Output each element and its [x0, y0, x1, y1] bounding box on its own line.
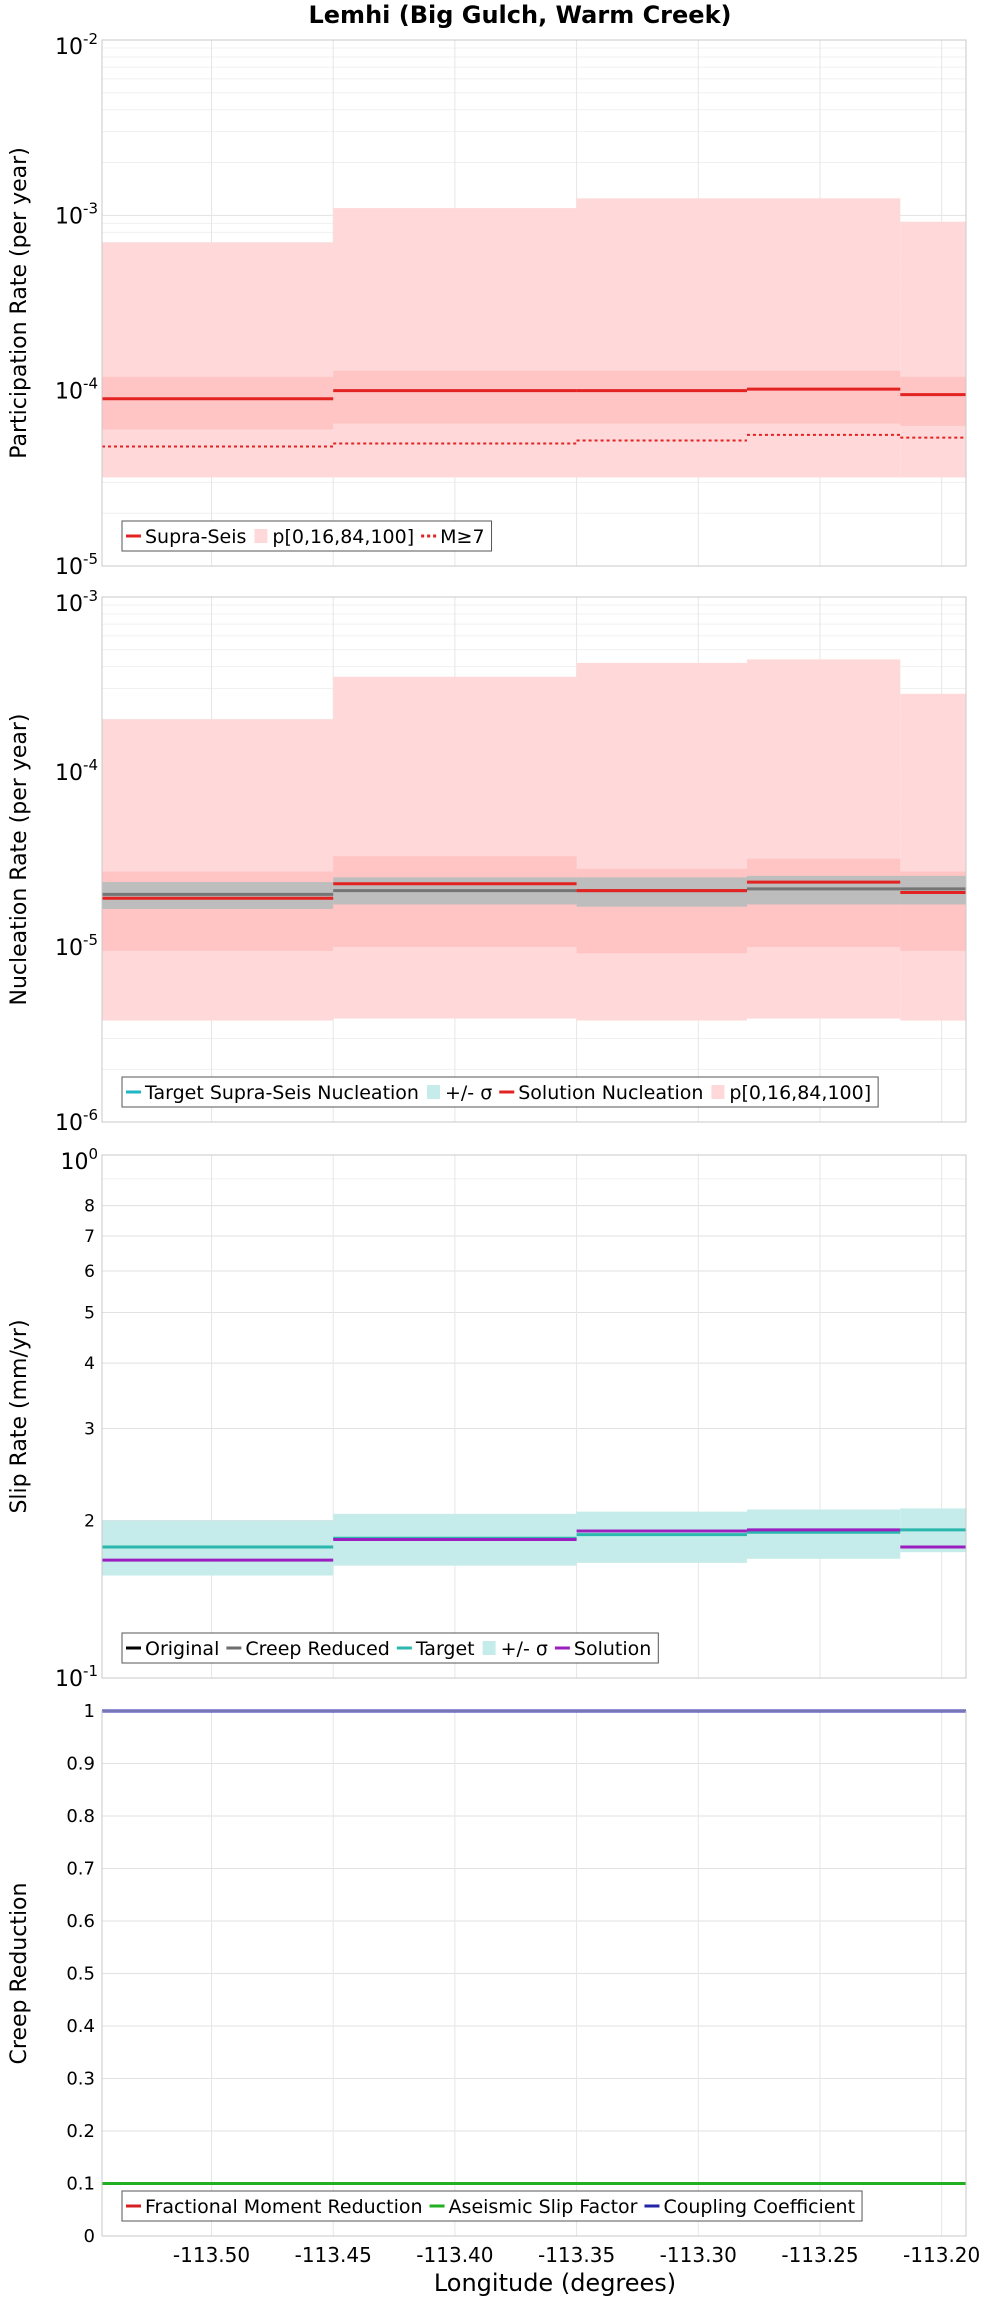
y-tick-label: 8	[84, 1197, 95, 1217]
chart-title: Lemhi (Big Gulch, Warm Creek)	[308, 1, 731, 29]
band-p16-84	[333, 370, 577, 424]
legend: Original Creep Reduced Target +/- σ Solution	[121, 1632, 659, 1664]
panel-participation: 10-5 10-4 10-3 10-2 Participation Rate (per …	[7, 30, 967, 580]
y-tick-label: 0.3	[66, 2069, 95, 2090]
y-tick-label: 10-4	[55, 756, 98, 786]
legend-label: Target	[415, 1638, 475, 1660]
band-p16-84	[102, 376, 334, 430]
legend-label: Creep Reduced	[245, 1638, 389, 1660]
legend-label: M≥7	[440, 526, 484, 548]
x-tick-label: -113.45	[295, 2243, 372, 2267]
y-tick-label: 0.1	[66, 2174, 95, 2195]
legend-label: Supra-Seis	[145, 526, 246, 548]
legend-label: Solution	[574, 1638, 651, 1660]
plot-frame	[101, 1710, 967, 2237]
y-tick-label: 10-1	[55, 1662, 98, 1692]
y-tick-label: 1	[84, 1701, 95, 1722]
legend: Target Supra-Seis Nucleation +/- σ Solutio…	[121, 1076, 879, 1108]
band-p0-100	[102, 719, 334, 1021]
y-tick-label: 0.7	[66, 1859, 95, 1880]
legend: Supra-Seis p[0,16,84,100] M≥7	[121, 520, 493, 552]
x-tick-label: -113.30	[660, 2243, 737, 2267]
panels: 10-5 10-4 10-3 10-2 Participation Rate (per …	[7, 30, 980, 2267]
x-tick-label: -113.25	[781, 2243, 858, 2267]
band-sigma	[576, 1511, 747, 1563]
y-tick-label: 10-5	[55, 550, 98, 580]
y-tick-label: 10-3	[55, 587, 98, 617]
y-tick-label: 2	[84, 1512, 95, 1532]
band-p0-100	[746, 659, 901, 1019]
y-axis-label: Creep Reduction	[7, 1883, 32, 2065]
y-tick-label: 4	[84, 1354, 95, 1374]
legend-box	[121, 2190, 863, 2222]
y-tick-label: 0.5	[66, 1964, 95, 1985]
x-tick-label: -113.50	[173, 2243, 250, 2267]
legend-label: Target Supra-Seis Nucleation	[144, 1082, 419, 1104]
legend-swatch	[711, 1085, 725, 1099]
y-tick-label: 10-3	[55, 199, 98, 229]
x-tick-label: -113.40	[416, 2243, 493, 2267]
band-p0-100	[576, 198, 747, 478]
plot-frame	[101, 39, 967, 567]
legend-label: p[0,16,84,100]	[272, 526, 414, 548]
panel-nucleation: 10-6 10-5 10-4 10-3 Nucleation Rate (per yea…	[7, 587, 967, 1136]
plot-frame	[101, 596, 967, 1123]
y-tick-label: 10-2	[55, 30, 98, 60]
legend-label: Fractional Moment Reduction	[145, 2196, 423, 2218]
legend-label: Coupling Coefficient	[663, 2196, 855, 2218]
y-tick-label: 0.4	[66, 2016, 95, 2037]
x-axis-label: Longitude (degrees)	[434, 2269, 676, 2297]
y-tick-label: 0.2	[66, 2121, 95, 2142]
legend-label: Original	[145, 1638, 219, 1660]
band-sigma	[746, 1509, 901, 1559]
band-p0-100	[102, 242, 334, 478]
y-tick-label: 10-6	[55, 1106, 98, 1136]
y-tick-label: 7	[84, 1227, 95, 1247]
band-p0-100	[900, 221, 966, 478]
band-p16-84	[746, 370, 901, 424]
band-p0-100	[576, 662, 747, 1021]
y-tick-label: 0	[84, 2226, 95, 2247]
y-tick-label: 6	[84, 1262, 95, 1282]
x-tick-label: -113.20	[903, 2243, 980, 2267]
y-tick-label: 10-4	[55, 375, 98, 405]
band-p0-100	[333, 208, 577, 478]
band-p16-84	[576, 370, 747, 424]
band-p0-100	[333, 676, 577, 1019]
y-tick-label: 3	[84, 1419, 95, 1439]
band-p0-100	[746, 198, 901, 478]
y-tick-label: 0.8	[66, 1806, 95, 1827]
y-tick-label: 100	[60, 1145, 98, 1175]
y-tick-label: 0.9	[66, 1754, 95, 1775]
y-tick-label: 10-5	[55, 931, 98, 961]
legend-swatch	[426, 1085, 440, 1099]
band-p16-84	[900, 376, 966, 426]
y-tick-label: 5	[84, 1303, 95, 1323]
band-p0-100	[900, 693, 966, 1021]
legend-label: Aseismic Slip Factor	[449, 2196, 638, 2218]
legend-label: Solution Nucleation	[518, 1082, 703, 1104]
legend-label: p[0,16,84,100]	[729, 1082, 871, 1104]
legend-swatch	[482, 1641, 496, 1655]
panel-creep: 0 0.1 0.2 0.3 0.4 0.5 0.6 0.7 0.8 0.9 1 Creep Reduc…	[7, 1701, 967, 2247]
x-tick-label: -113.35	[538, 2243, 615, 2267]
legend-swatch	[254, 529, 268, 543]
legend-label: +/- σ	[445, 1082, 492, 1104]
y-tick-label: 0.6	[66, 1911, 95, 1932]
y-axis-label: Nucleation Rate (per year)	[7, 714, 32, 1006]
panel-slip: 10-1 2 3 4 5 6 7 8 100 Slip Rate (mm/yr) Original C…	[7, 1145, 967, 1692]
legend: Fractional Moment Reduction Aseismic Slip…	[121, 2190, 863, 2222]
y-axis-label: Participation Rate (per year)	[7, 147, 32, 459]
plot-frame	[101, 1154, 967, 1679]
y-axis-label: Slip Rate (mm/yr)	[7, 1319, 32, 1513]
legend-label: +/- σ	[501, 1638, 548, 1660]
